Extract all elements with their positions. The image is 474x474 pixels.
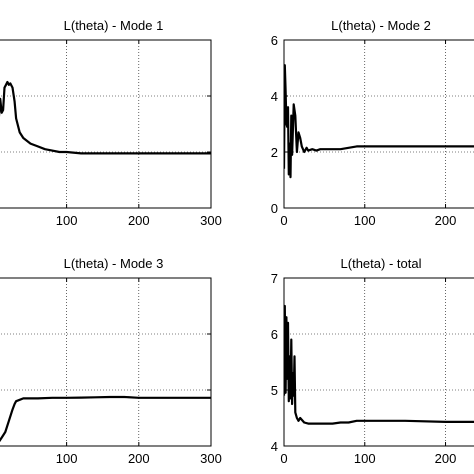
x-tick-label: 200 [128,213,150,228]
y-tick-label: 6 [271,327,278,342]
series-line [284,304,474,425]
y-tick-label: 2 [271,145,278,160]
x-tick-label: 200 [435,451,457,466]
axes-frame [0,39,212,209]
x-tick-label: 0 [280,451,287,466]
y-tick-label: 4 [271,89,278,104]
y-tick-label: 4 [271,439,278,454]
subplot-title: L(theta) - Mode 3 [64,256,164,271]
subplot-total: L(theta) - total 0 100 200 4 5 6 7 [271,256,474,466]
x-tick-label: 100 [56,213,78,228]
x-tick-label: 0 [280,213,287,228]
subplot-title: L(theta) - total [341,256,422,271]
y-tick-label: 6 [271,33,278,48]
x-tick-label: 100 [354,451,376,466]
y-tick-label: 7 [271,271,278,286]
x-tick-label: 300 [200,213,222,228]
y-tick-label: 0 [271,201,278,216]
series-line [0,395,211,443]
series-line [284,64,474,179]
series-line [0,80,211,155]
subplot-mode-1: L(theta) - Mode 1 100 200 300 [0,18,222,228]
x-tick-label: 200 [435,213,457,228]
subplot-title: L(theta) - Mode 1 [64,18,164,33]
x-tick-label: 200 [128,451,150,466]
x-tick-label: 100 [56,451,78,466]
axes-frame [0,277,212,447]
subplot-mode-2: L(theta) - Mode 2 0 100 200 0 2 4 6 [271,18,474,228]
x-tick-label: 100 [354,213,376,228]
x-tick-label: 300 [200,451,222,466]
subplot-mode-3: L(theta) - Mode 3 100 200 300 [0,256,222,466]
y-tick-label: 5 [271,383,278,398]
subplot-title: L(theta) - Mode 2 [331,18,431,33]
